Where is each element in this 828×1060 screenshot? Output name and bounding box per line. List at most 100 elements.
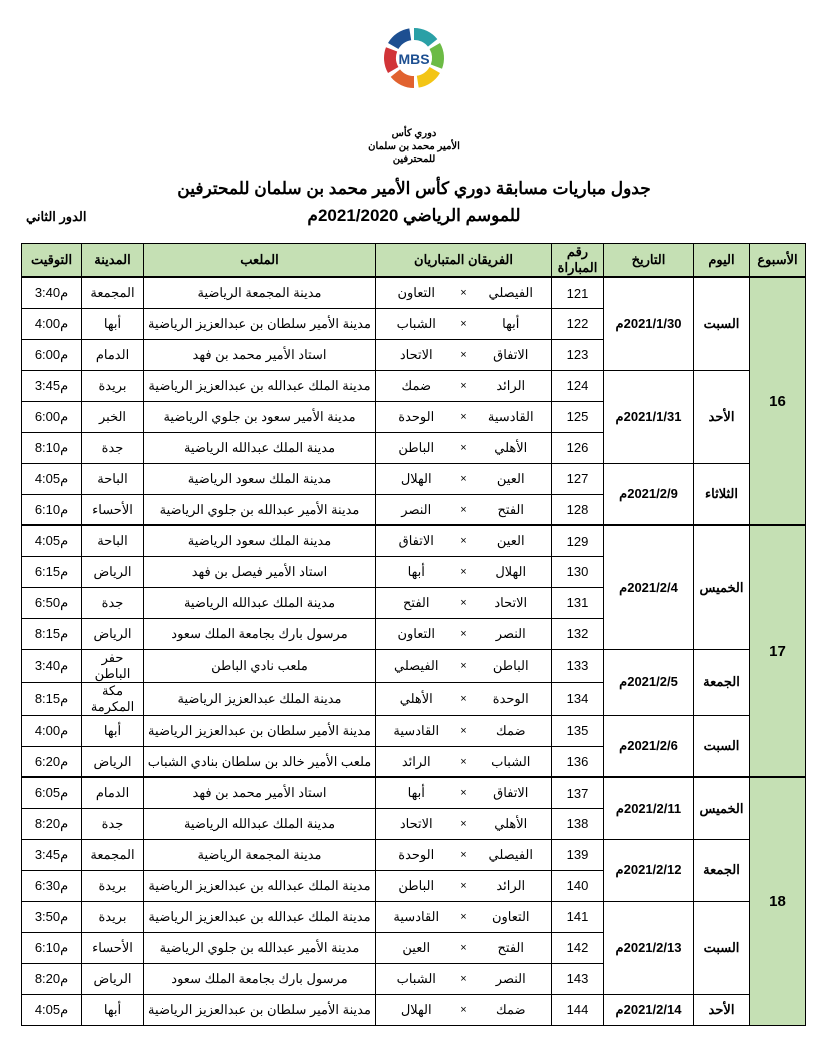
away-team: النصر	[378, 502, 455, 518]
page-title: جدول مباريات مسابقة دوري كأس الأمير محمد…	[22, 175, 806, 229]
venue-cell: مدينة الملك سعود الرياضية	[144, 463, 376, 494]
away-team: الاتحاد	[378, 816, 455, 832]
teams-cell: العين×الاتفاق	[376, 525, 552, 556]
time-cell: 8:15م	[22, 682, 82, 715]
date-cell: 2021/1/30م	[604, 277, 694, 370]
match-number: 142	[552, 932, 604, 963]
day-cell: السبت	[694, 277, 750, 370]
city-cell: أبها	[82, 715, 144, 746]
round-label: الدور الثاني	[26, 209, 86, 225]
day-cell: الجمعة	[694, 839, 750, 901]
teams-cell: النصر×التعاون	[376, 618, 552, 649]
th-date: التاريخ	[604, 244, 694, 278]
venue-cell: مدينة المجمعة الرياضية	[144, 839, 376, 870]
city-cell: جدة	[82, 587, 144, 618]
city-cell: بريدة	[82, 901, 144, 932]
table-row: 17الخميس2021/2/4م129العين×الاتفاقمدينة ا…	[22, 525, 806, 556]
time-cell: 6:30م	[22, 870, 82, 901]
city-cell: مكة المكرمة	[82, 682, 144, 715]
city-cell: الباحة	[82, 463, 144, 494]
venue-cell: مرسول بارك بجامعة الملك سعود	[144, 618, 376, 649]
week-cell: 18	[750, 777, 806, 1025]
match-number: 121	[552, 277, 604, 308]
day-cell: الأحد	[694, 994, 750, 1025]
time-cell: 3:50م	[22, 901, 82, 932]
table-row: الجمعة2021/2/12م139الفيصلي×الوحدةمدينة ا…	[22, 839, 806, 870]
league-logo: MBS دوري كأس الأمير محمد بن سلمان للمحتر…	[22, 20, 806, 167]
venue-cell: ملعب نادي الباطن	[144, 649, 376, 682]
vs-icon: ×	[455, 973, 473, 985]
vs-icon: ×	[455, 693, 473, 705]
vs-icon: ×	[455, 349, 473, 361]
time-cell: 3:40م	[22, 277, 82, 308]
vs-icon: ×	[455, 818, 473, 830]
th-teams: الفريقان المتباريان	[376, 244, 552, 278]
time-cell: 6:50م	[22, 587, 82, 618]
home-team: الاتحاد	[473, 595, 550, 611]
teams-cell: الأهلي×الاتحاد	[376, 808, 552, 839]
venue-cell: مدينة الملك عبدالعزيز الرياضية	[144, 682, 376, 715]
time-cell: 6:00م	[22, 339, 82, 370]
day-cell: الجمعة	[694, 649, 750, 715]
vs-icon: ×	[455, 1004, 473, 1016]
venue-cell: مدينة الأمير سلطان بن عبدالعزيز الرياضية	[144, 308, 376, 339]
teams-cell: ضمك×الهلال	[376, 994, 552, 1025]
match-number: 137	[552, 777, 604, 808]
vs-icon: ×	[455, 504, 473, 516]
vs-icon: ×	[455, 756, 473, 768]
city-cell: الرياض	[82, 746, 144, 777]
teams-cell: العين×الهلال	[376, 463, 552, 494]
vs-icon: ×	[455, 942, 473, 954]
teams-cell: الاتحاد×الفتح	[376, 587, 552, 618]
teams-cell: ضمك×القادسية	[376, 715, 552, 746]
city-cell: الأحساء	[82, 932, 144, 963]
vs-icon: ×	[455, 725, 473, 737]
time-cell: 8:20م	[22, 963, 82, 994]
table-row: الأحد2021/2/14م144ضمك×الهلالمدينة الأمير…	[22, 994, 806, 1025]
vs-icon: ×	[455, 628, 473, 640]
home-team: الفيصلي	[473, 847, 550, 863]
teams-cell: الأهلي×الباطن	[376, 432, 552, 463]
vs-icon: ×	[455, 380, 473, 392]
vs-icon: ×	[455, 597, 473, 609]
home-team: الرائد	[473, 878, 550, 894]
table-row: الأحد2021/1/31م124الرائد×ضمكمدينة الملك …	[22, 370, 806, 401]
match-number: 124	[552, 370, 604, 401]
time-cell: 8:15م	[22, 618, 82, 649]
time-cell: 8:10م	[22, 432, 82, 463]
teams-cell: الهلال×أبها	[376, 556, 552, 587]
away-team: الوحدة	[378, 847, 455, 863]
away-team: الهلال	[378, 471, 455, 487]
home-team: ضمك	[473, 1002, 550, 1018]
home-team: الهلال	[473, 564, 550, 580]
time-cell: 3:45م	[22, 370, 82, 401]
home-team: الاتفاق	[473, 785, 550, 801]
away-team: الرائد	[378, 754, 455, 770]
home-team: القادسية	[473, 409, 550, 425]
date-cell: 2021/1/31م	[604, 370, 694, 463]
week-cell: 17	[750, 525, 806, 777]
header-row: الأسبوع اليوم التاريخ رقم المباراة الفري…	[22, 244, 806, 278]
teams-cell: الفيصلي×الوحدة	[376, 839, 552, 870]
away-team: الاتحاد	[378, 347, 455, 363]
table-row: الجمعة2021/2/5م133الباطن×الفيصليملعب ناد…	[22, 649, 806, 682]
teams-cell: الفيصلي×التعاون	[376, 277, 552, 308]
venue-cell: استاد الأمير محمد بن فهد	[144, 777, 376, 808]
vs-icon: ×	[455, 849, 473, 861]
day-cell: السبت	[694, 901, 750, 994]
away-team: أبها	[378, 564, 455, 580]
vs-icon: ×	[455, 287, 473, 299]
th-time: التوقيت	[22, 244, 82, 278]
th-venue: الملعب	[144, 244, 376, 278]
teams-cell: أبها×الشباب	[376, 308, 552, 339]
day-cell: الثلاثاء	[694, 463, 750, 525]
match-number: 134	[552, 682, 604, 715]
home-team: النصر	[473, 971, 550, 987]
teams-cell: القادسية×الوحدة	[376, 401, 552, 432]
venue-cell: مدينة الأمير سلطان بن عبدالعزيز الرياضية	[144, 715, 376, 746]
home-team: الأهلي	[473, 440, 550, 456]
home-team: الفتح	[473, 940, 550, 956]
away-team: الفتح	[378, 595, 455, 611]
city-cell: جدة	[82, 808, 144, 839]
home-team: الشباب	[473, 754, 550, 770]
